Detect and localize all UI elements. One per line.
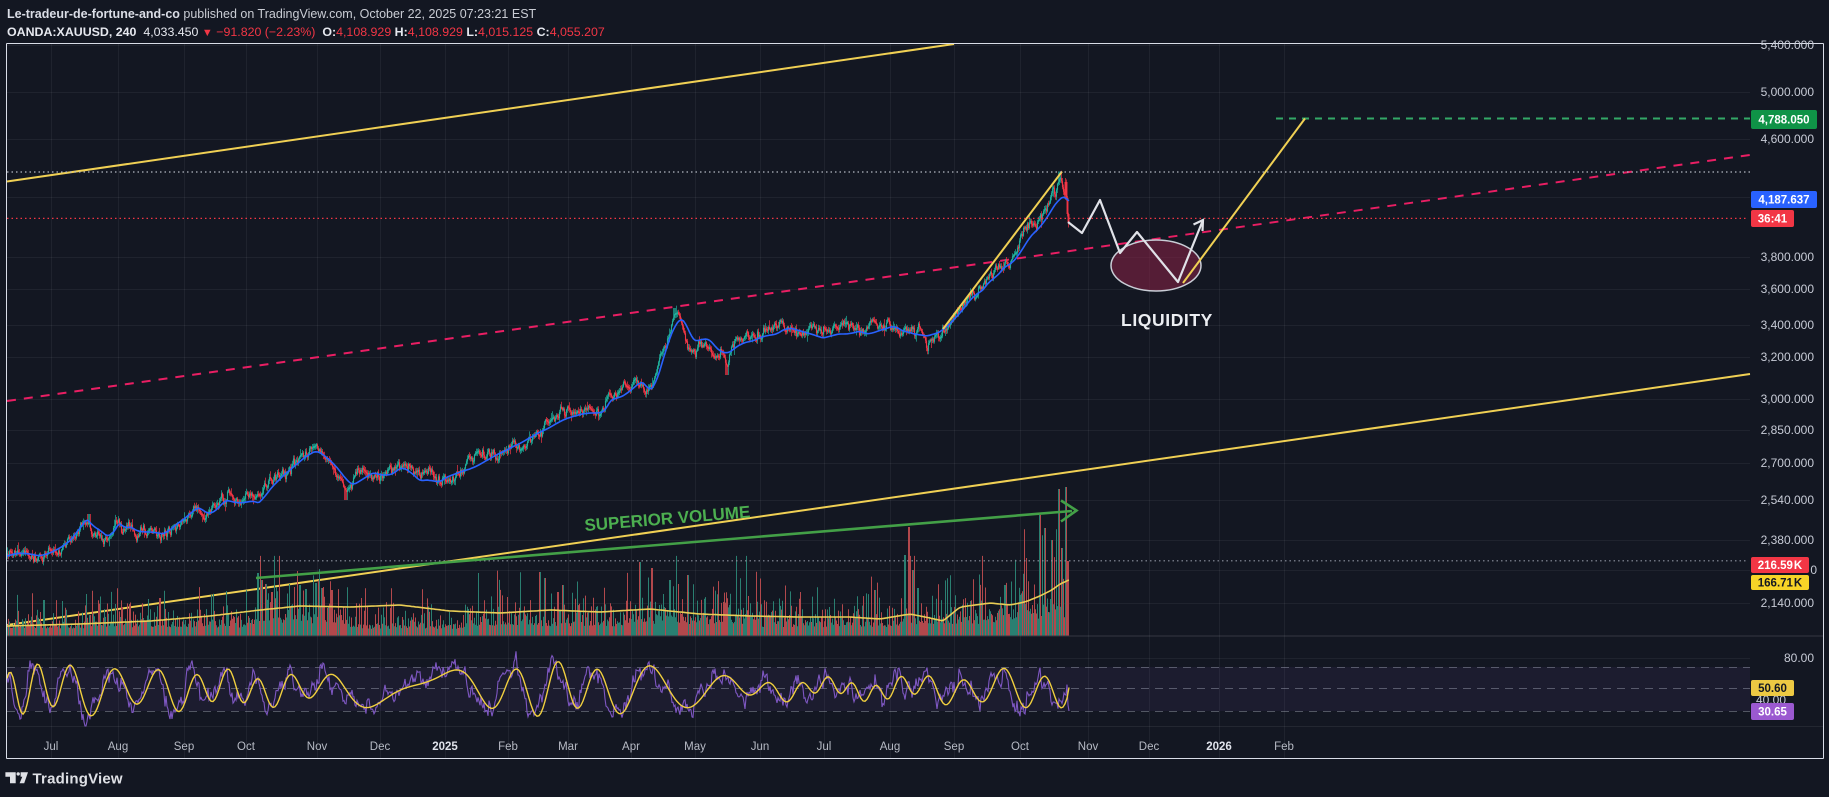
svg-text:2,140.000: 2,140.000 bbox=[1761, 596, 1815, 610]
svg-text:Aug: Aug bbox=[880, 741, 900, 753]
svg-text:2026: 2026 bbox=[1206, 741, 1232, 753]
svg-text:Aug: Aug bbox=[108, 741, 128, 753]
svg-text:Le-tradeur-de-fortune-and-co p: Le-tradeur-de-fortune-and-co published o… bbox=[7, 7, 537, 21]
svg-text:5,000.000: 5,000.000 bbox=[1761, 85, 1815, 99]
svg-text:Jul: Jul bbox=[817, 741, 832, 753]
svg-text:3,600.000: 3,600.000 bbox=[1761, 282, 1815, 296]
svg-text:30.65: 30.65 bbox=[1758, 707, 1787, 719]
svg-text:4,788.050: 4,788.050 bbox=[1758, 115, 1809, 127]
svg-text:OANDA:XAUUSD, 240 4,033.450 ▼: OANDA:XAUUSD, 240 4,033.450 ▼ −91.820 (−… bbox=[7, 25, 605, 39]
svg-text:2,850.000: 2,850.000 bbox=[1761, 423, 1815, 437]
svg-text:Jul: Jul bbox=[44, 741, 59, 753]
svg-text:Feb: Feb bbox=[498, 741, 518, 753]
svg-text:5,400.000: 5,400.000 bbox=[1761, 38, 1815, 52]
svg-text:LIQUIDITY: LIQUIDITY bbox=[1121, 310, 1213, 330]
svg-text:166.71 K: 166.71 K bbox=[1758, 578, 1803, 590]
svg-text:0: 0 bbox=[1810, 563, 1817, 577]
svg-text:Dec: Dec bbox=[370, 741, 391, 753]
svg-text:Sep: Sep bbox=[174, 741, 194, 753]
svg-text:Sep: Sep bbox=[944, 741, 964, 753]
svg-text:2,380.000: 2,380.000 bbox=[1761, 533, 1815, 547]
svg-text:Oct: Oct bbox=[237, 741, 256, 753]
svg-text:80.00: 80.00 bbox=[1784, 651, 1814, 665]
svg-text:Apr: Apr bbox=[622, 741, 640, 753]
svg-text:50.60: 50.60 bbox=[1758, 683, 1787, 695]
svg-text:216.59 K: 216.59 K bbox=[1758, 560, 1803, 572]
svg-text:2,700.000: 2,700.000 bbox=[1761, 456, 1815, 470]
svg-text:3,200.000: 3,200.000 bbox=[1761, 350, 1815, 364]
svg-text:2,540.000: 2,540.000 bbox=[1761, 493, 1815, 507]
svg-text:4,600.000: 4,600.000 bbox=[1761, 132, 1815, 146]
svg-text:3,800.000: 3,800.000 bbox=[1761, 250, 1815, 264]
svg-text:Dec: Dec bbox=[1139, 741, 1160, 753]
svg-text:3,000.000: 3,000.000 bbox=[1761, 392, 1815, 406]
svg-text:Mar: Mar bbox=[558, 741, 578, 753]
svg-text:Feb: Feb bbox=[1274, 741, 1294, 753]
svg-text:TradingView: TradingView bbox=[33, 771, 123, 788]
svg-text:Nov: Nov bbox=[307, 741, 328, 753]
svg-text:36:41: 36:41 bbox=[1758, 214, 1788, 226]
svg-text:2025: 2025 bbox=[432, 741, 458, 753]
svg-text:Oct: Oct bbox=[1011, 741, 1030, 753]
svg-text:May: May bbox=[684, 741, 706, 753]
svg-text:3,400.000: 3,400.000 bbox=[1761, 318, 1815, 332]
svg-text:Jun: Jun bbox=[751, 741, 770, 753]
svg-text:Nov: Nov bbox=[1078, 741, 1099, 753]
svg-text:4,187.637: 4,187.637 bbox=[1758, 195, 1809, 207]
